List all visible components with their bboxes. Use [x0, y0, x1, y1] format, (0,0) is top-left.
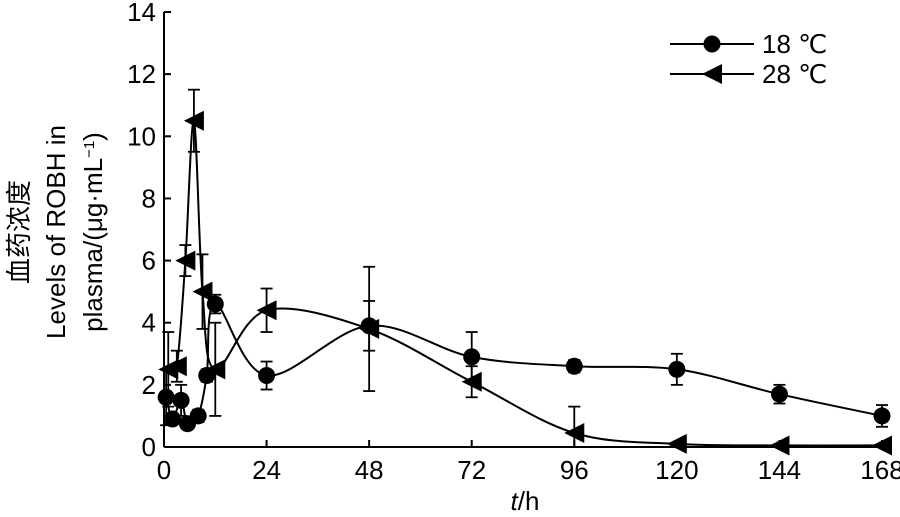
- series-18c-point: [164, 410, 182, 428]
- x-tick-label: 48: [355, 455, 384, 485]
- series-28c-point: [564, 423, 585, 444]
- y-axis-label-cn: 血药浓度: [4, 180, 34, 284]
- x-tick-label: 120: [655, 455, 698, 485]
- legend-item-28c-label: 28 ℃: [762, 59, 827, 89]
- x-tick-label: 96: [560, 455, 589, 485]
- x-tick-label: 0: [157, 455, 171, 485]
- x-tick-label: 24: [252, 455, 281, 485]
- y-axis-label-unit: plasma/(μg·mL: [78, 158, 108, 332]
- y-axis-label-line2: plasma/(μg·mL−1): [78, 132, 108, 332]
- legend-item-28c-marker: [702, 64, 722, 84]
- series-18c-point: [873, 407, 891, 425]
- x-axis-label-var: t: [511, 486, 520, 516]
- series-18c-point: [565, 357, 583, 375]
- series-28c-point: [175, 250, 196, 271]
- y-axis-label-exp: −1: [81, 141, 98, 158]
- series-18c-point: [770, 385, 788, 403]
- y-tick-label: 2: [142, 370, 156, 400]
- y-axis-label: 血药浓度 Levels of ROBH in plasma/(μg·mL−1): [4, 125, 108, 339]
- y-tick-label: 8: [142, 183, 156, 213]
- y-tick-label: 6: [142, 246, 156, 276]
- x-tick-label: 168: [860, 455, 900, 485]
- x-tick-label: 72: [457, 455, 486, 485]
- series-28c-point: [872, 435, 892, 456]
- series-28c-point: [166, 356, 187, 377]
- svg-text:t/h: t/h: [511, 486, 540, 516]
- y-tick-label: 4: [142, 308, 156, 338]
- x-axis-label-unit: /h: [518, 486, 540, 516]
- series-28c-point: [183, 110, 204, 131]
- series-28c-point: [666, 433, 687, 454]
- series-28c-point: [256, 300, 277, 321]
- series-28c-point: [205, 359, 226, 380]
- y-tick-label: 0: [142, 432, 156, 462]
- series-18c-point: [157, 388, 175, 406]
- legend-item-18c-marker: [703, 35, 721, 53]
- series-18c-point: [258, 367, 276, 385]
- x-tick-label: 144: [758, 455, 801, 485]
- y-tick-label: 12: [127, 59, 156, 89]
- series-18c-point: [668, 360, 686, 378]
- series-markers: [157, 110, 892, 456]
- x-axis-label: t/h: [511, 486, 540, 516]
- series-18c-point: [172, 391, 190, 409]
- series-18c-line: [165, 303, 883, 426]
- series-28c-point: [769, 435, 790, 456]
- series-18c-point: [463, 348, 481, 366]
- series-18c-point: [189, 407, 207, 425]
- y-tick-label: 10: [127, 121, 156, 151]
- legend-item-18c-label: 18 ℃: [762, 29, 827, 59]
- series-28c-point: [359, 318, 380, 339]
- series-28c-point: [192, 281, 213, 302]
- legend: 18 ℃28 ℃: [670, 29, 827, 89]
- y-tick-label: 14: [127, 0, 156, 27]
- series-28c-point: [461, 371, 482, 392]
- y-axis-label-close: ): [78, 132, 108, 141]
- y-axis-label-line1: Levels of ROBH in: [41, 125, 71, 339]
